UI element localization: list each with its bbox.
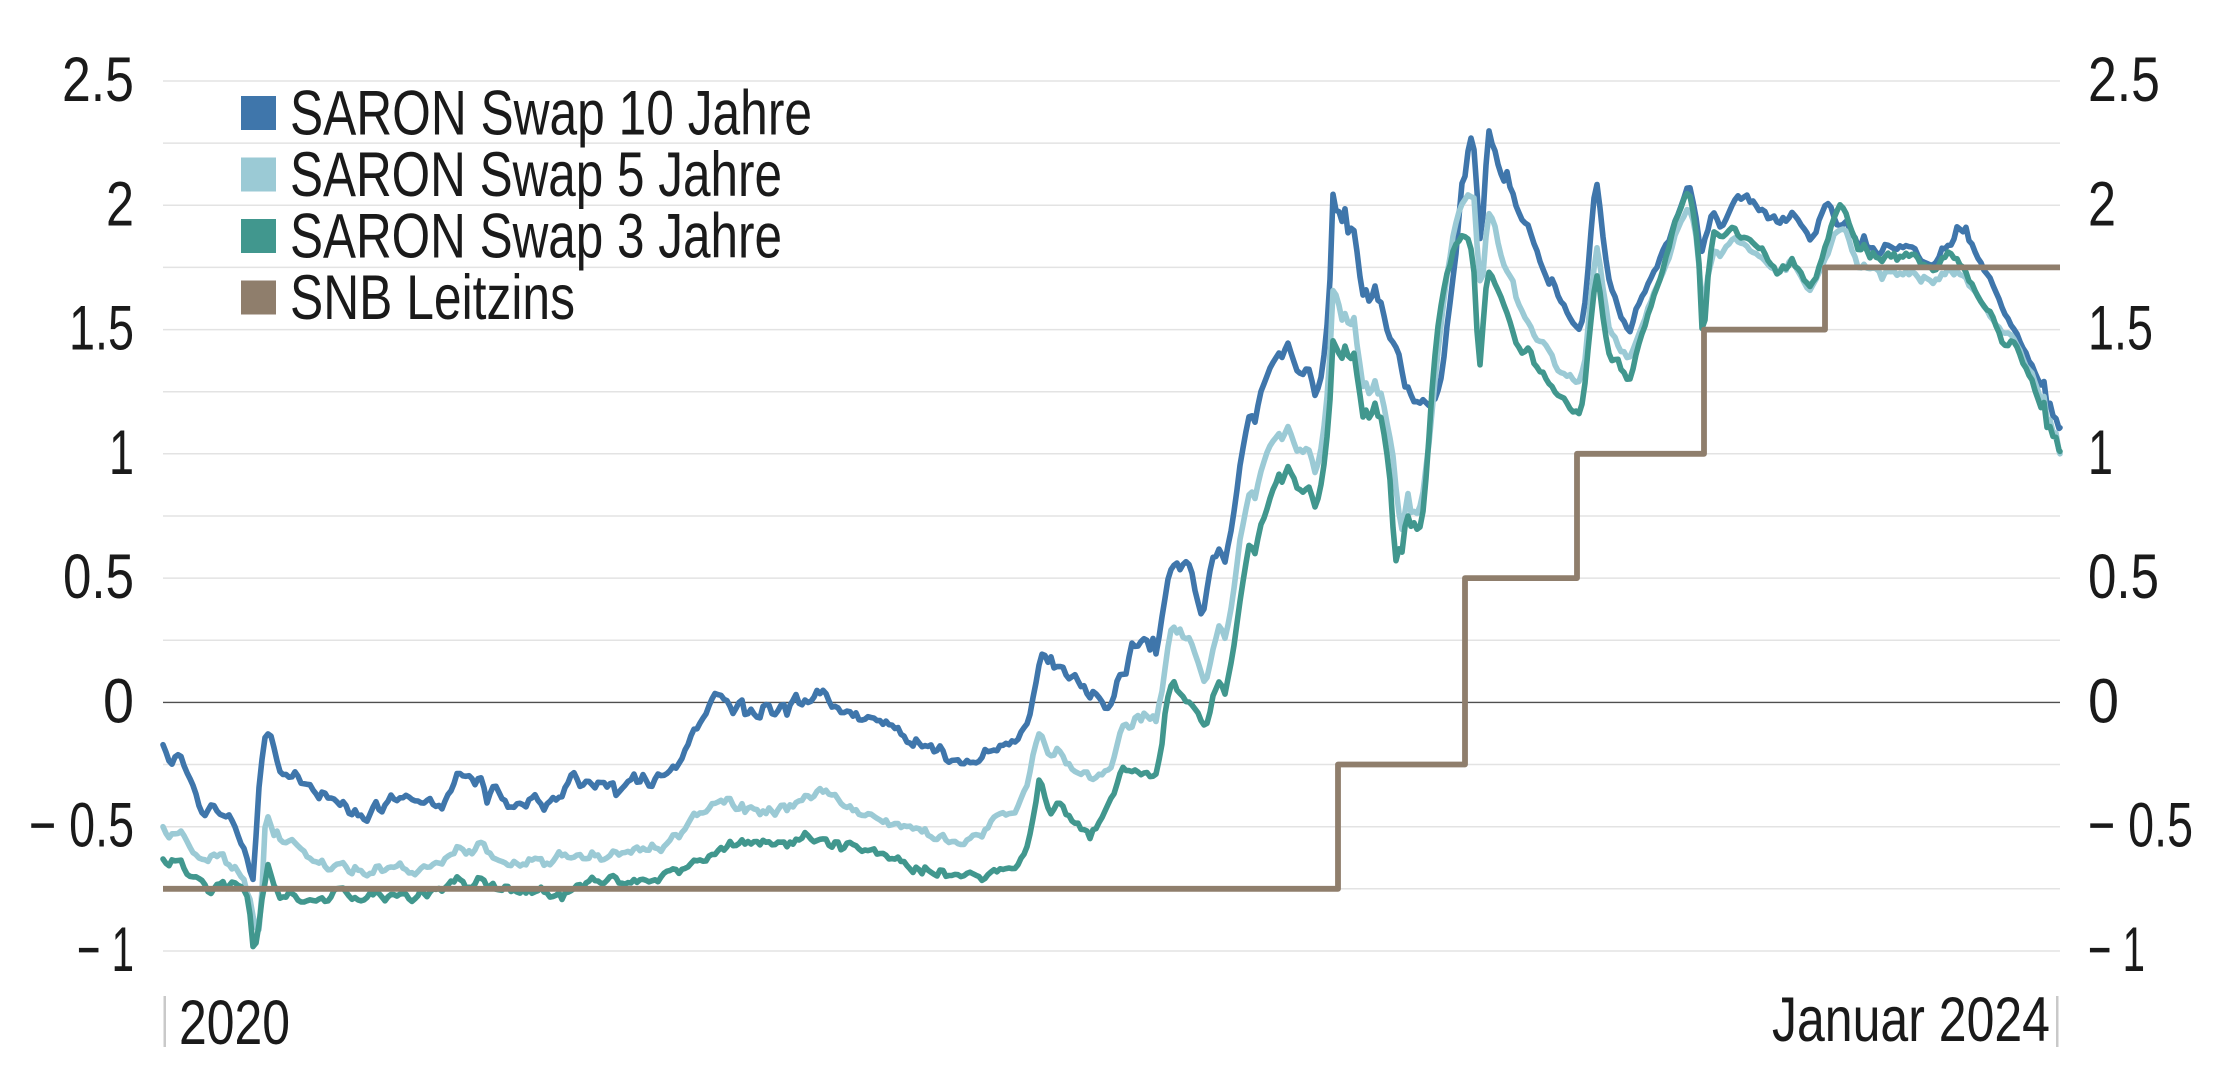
- svg-text:− 1: − 1: [2088, 915, 2145, 985]
- svg-text:2: 2: [2088, 169, 2116, 239]
- svg-text:− 0.5: − 0.5: [29, 791, 134, 861]
- svg-text:0.5: 0.5: [63, 542, 134, 612]
- svg-text:− 0.5: − 0.5: [2088, 791, 2193, 861]
- svg-text:1.5: 1.5: [69, 294, 134, 364]
- svg-text:0: 0: [2088, 666, 2119, 736]
- svg-text:0: 0: [103, 666, 134, 736]
- svg-text:2.5: 2.5: [2088, 45, 2160, 115]
- svg-text:2: 2: [106, 169, 134, 239]
- svg-text:SARON Swap 5 Jahre: SARON Swap 5 Jahre: [290, 140, 782, 210]
- svg-text:SARON Swap 3 Jahre: SARON Swap 3 Jahre: [290, 202, 782, 272]
- svg-text:− 1: − 1: [77, 915, 134, 985]
- svg-text:Januar 2024: Januar 2024: [1772, 985, 2050, 1055]
- svg-text:SNB Leitzins: SNB Leitzins: [290, 263, 575, 333]
- svg-text:1: 1: [109, 418, 134, 488]
- svg-text:2.5: 2.5: [62, 45, 134, 115]
- svg-text:1.5: 1.5: [2088, 294, 2153, 364]
- svg-text:SARON Swap 10 Jahre: SARON Swap 10 Jahre: [290, 79, 812, 149]
- svg-text:2020: 2020: [179, 988, 290, 1058]
- svg-text:1: 1: [2088, 418, 2113, 488]
- svg-text:0.5: 0.5: [2088, 542, 2159, 612]
